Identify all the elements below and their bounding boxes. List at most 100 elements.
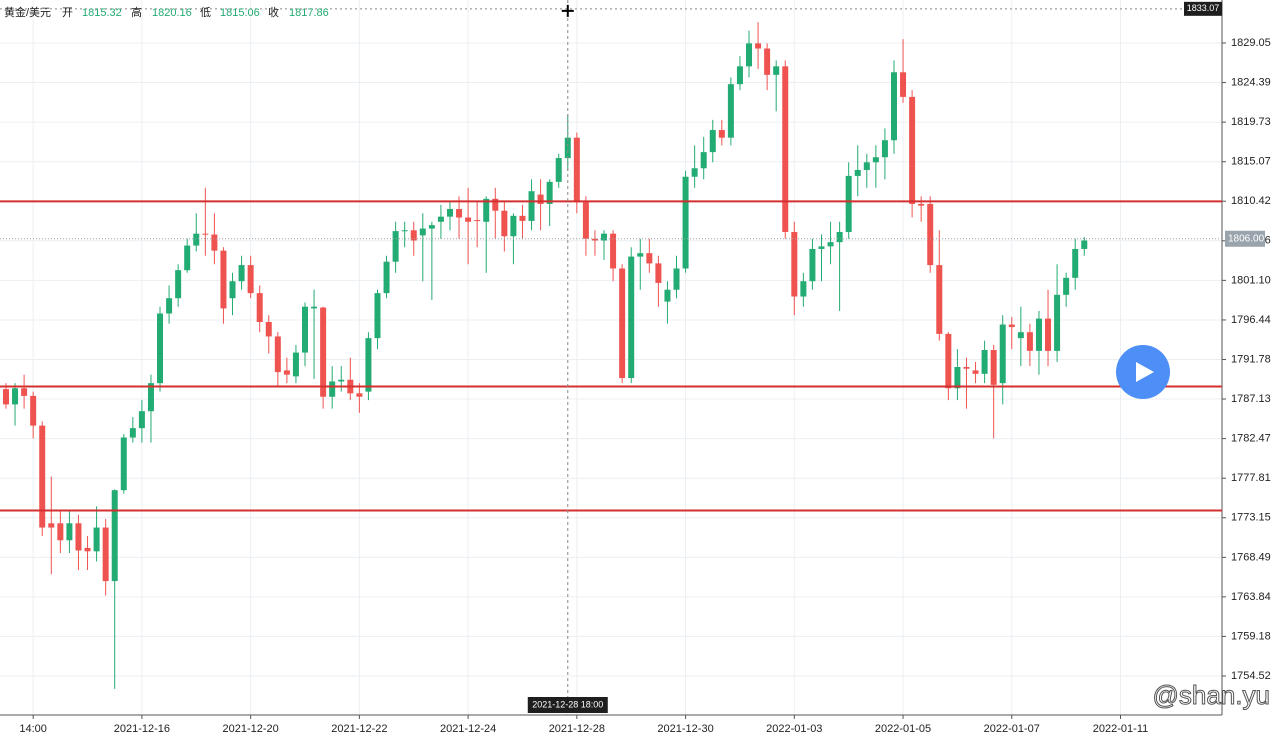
candle-body — [546, 181, 553, 204]
y-tick-label: 1796.44 — [1231, 314, 1271, 326]
candle-body — [945, 333, 952, 389]
header-open: 1815.32 — [82, 7, 122, 19]
candle-body — [981, 350, 988, 374]
candle-body — [383, 261, 390, 294]
candle-body — [202, 233, 209, 235]
candle-body — [800, 281, 807, 297]
candle-body — [755, 43, 762, 49]
candle-body — [84, 547, 91, 552]
candle-body — [120, 437, 127, 491]
candle-body — [446, 209, 453, 217]
x-tick-label: 2021-12-16 — [114, 723, 170, 735]
candle-body — [229, 281, 236, 299]
candle-body — [1072, 248, 1079, 278]
y-tick-label: 1777.81 — [1231, 472, 1271, 484]
candle-body — [854, 169, 861, 176]
y-tick-label: 1829.05 — [1231, 37, 1271, 49]
candle-body — [1008, 324, 1015, 328]
candle-body — [555, 158, 562, 182]
header-symbol: 黄金/美元 — [4, 5, 51, 19]
y-tick-label: 1791.78 — [1231, 353, 1271, 365]
candle-body — [963, 367, 970, 369]
candle-body — [483, 198, 490, 222]
x-tick-label: 2021-12-22 — [331, 723, 387, 735]
candle-body — [610, 233, 617, 269]
candle-body — [157, 313, 164, 384]
candle-body — [927, 203, 934, 266]
play-button[interactable] — [1116, 345, 1170, 399]
x-tick-label: 2022-01-05 — [875, 723, 931, 735]
candle-body — [428, 225, 435, 229]
candle-body — [320, 307, 327, 397]
candle-body — [573, 137, 580, 203]
last-price-label: 1806.00 — [1228, 233, 1265, 244]
candle-body — [718, 130, 725, 138]
crosshair-y-label: 1833.07 — [1187, 3, 1220, 13]
candle-body — [619, 268, 626, 379]
y-tick-label: 1763.84 — [1231, 591, 1271, 603]
candle-body — [1026, 332, 1033, 351]
candle-body — [601, 233, 608, 241]
candle-body — [746, 43, 753, 67]
candle-body — [736, 66, 743, 85]
x-tick-label: 2022-01-07 — [984, 723, 1040, 735]
candle-body — [881, 140, 888, 158]
candle-body — [845, 175, 852, 232]
candle-body — [1081, 240, 1088, 249]
candle-body — [39, 425, 46, 528]
candle-body — [166, 298, 173, 314]
candle-body — [283, 370, 290, 375]
crosshair-y-box — [1184, 1, 1222, 16]
candle-body — [764, 48, 771, 75]
candle-body — [673, 268, 680, 290]
candle-body — [311, 306, 318, 309]
candle-body — [220, 250, 227, 309]
candle-body — [700, 152, 707, 169]
candle-body — [655, 263, 662, 283]
candle-body — [456, 209, 463, 218]
candle-body — [274, 336, 281, 373]
candle-body — [129, 428, 136, 438]
y-tick-label: 1801.10 — [1231, 274, 1271, 286]
x-tick-label: 2022-01-03 — [766, 723, 822, 735]
candle-body — [954, 367, 961, 389]
candle-body — [818, 246, 825, 249]
candle-body — [48, 523, 55, 528]
candle-body — [93, 527, 100, 552]
candle-body — [637, 253, 644, 257]
candle-body — [564, 137, 571, 159]
candle-body — [292, 352, 299, 377]
candle-body — [256, 293, 263, 322]
candle-body — [265, 321, 272, 337]
candle-body — [1017, 332, 1024, 339]
y-tick-label: 1815.07 — [1231, 156, 1271, 168]
candle-body — [30, 395, 37, 426]
candle-body — [727, 84, 734, 138]
candle-body — [510, 215, 517, 237]
candle-body — [591, 238, 598, 241]
candle-body — [474, 220, 481, 222]
candle-body — [2, 389, 9, 405]
candle-body — [247, 265, 254, 294]
candle-body — [302, 306, 309, 353]
candle-body — [537, 194, 544, 204]
candle-body — [211, 234, 218, 251]
header-close-label: 收 — [268, 5, 279, 19]
y-tick-label: 1782.47 — [1231, 433, 1271, 445]
header-close: 1817.86 — [289, 7, 329, 19]
candle-body — [972, 370, 979, 374]
candle-body — [646, 253, 653, 264]
y-tick-label: 1824.39 — [1231, 76, 1271, 88]
last-price-box — [1225, 230, 1265, 247]
candle-body — [437, 216, 444, 222]
candle-body — [338, 379, 345, 382]
header-open-label: 开 — [62, 7, 73, 19]
header-high-label: 高 — [131, 5, 142, 19]
candle-body — [890, 72, 897, 141]
candle-body — [528, 191, 535, 221]
candle-body — [782, 66, 789, 232]
candle-body — [1054, 294, 1061, 351]
